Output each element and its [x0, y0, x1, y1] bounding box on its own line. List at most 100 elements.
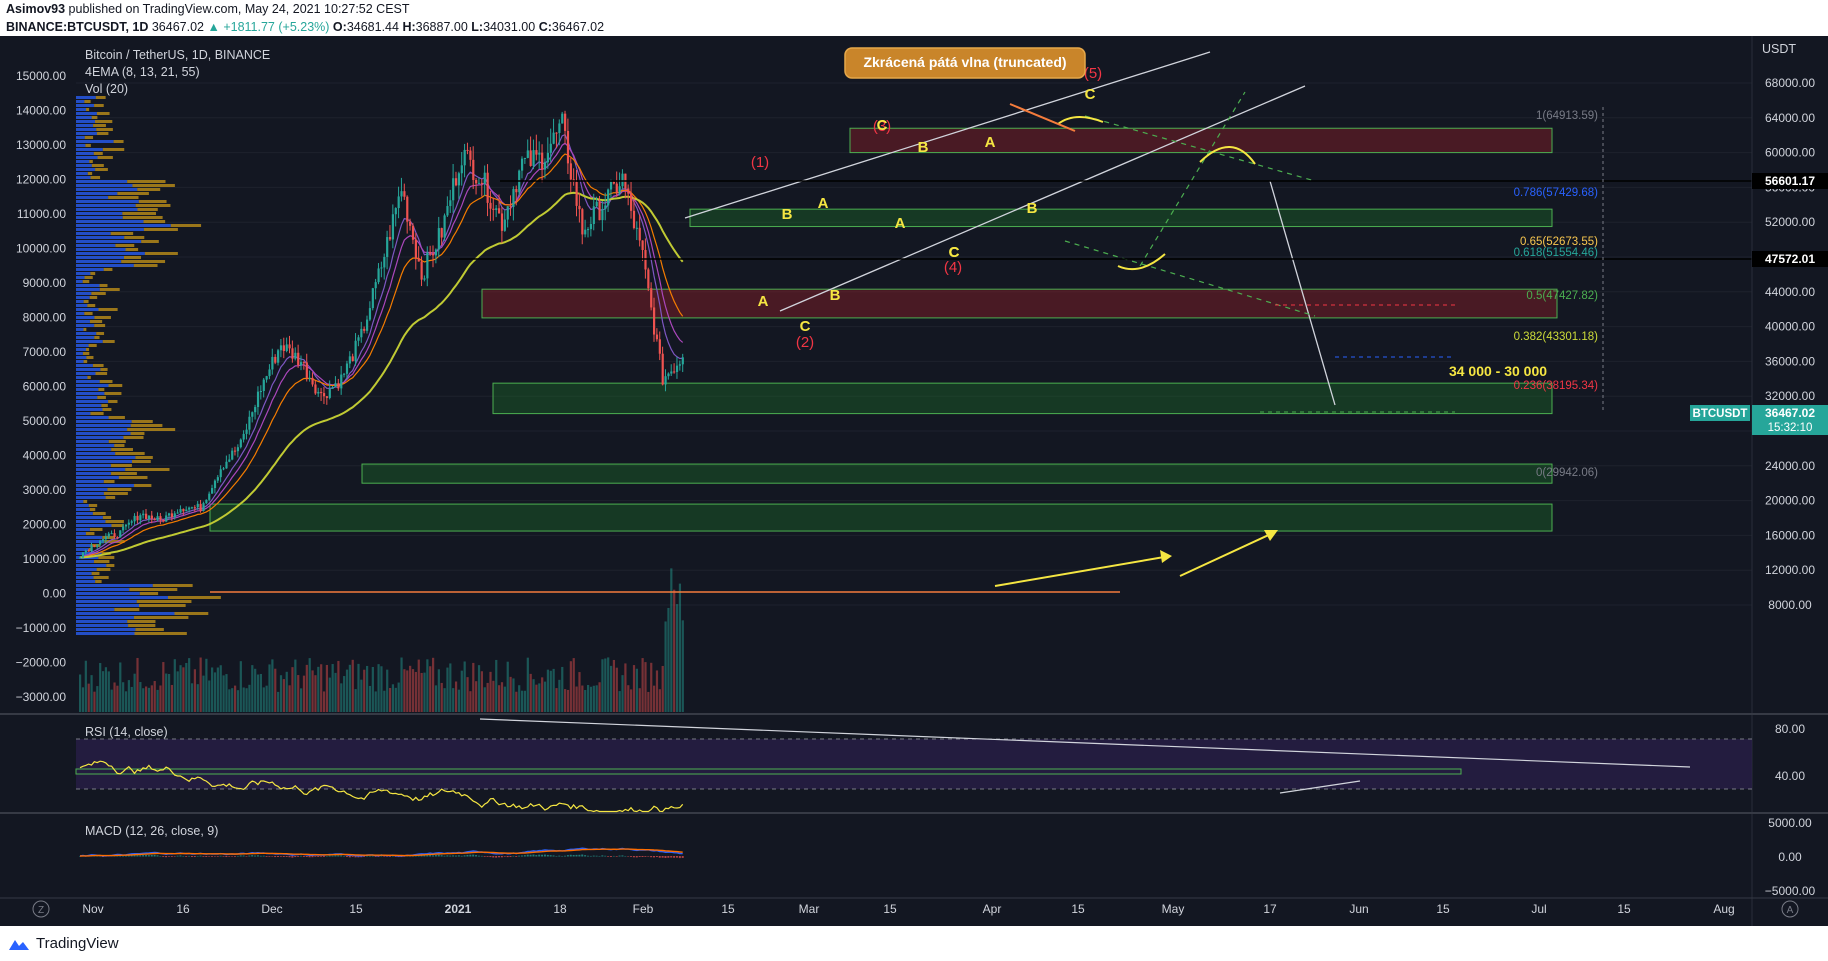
vp-down	[99, 380, 113, 383]
currency-label: USDT	[1762, 42, 1796, 56]
vp-down	[125, 468, 170, 471]
candle-body	[205, 499, 208, 504]
callout-leader	[1009, 103, 1076, 132]
macd-hist-bar	[196, 855, 199, 857]
candle-body	[334, 383, 337, 388]
timezone-button[interactable]: Z	[32, 900, 50, 918]
candle-body	[638, 227, 641, 241]
vp-down	[143, 220, 166, 223]
macd-hist-bar	[618, 855, 621, 857]
candle-body	[454, 178, 458, 186]
price-tick: 40000.00	[1765, 320, 1815, 334]
trading-chart[interactable]: (1) (2) (3) (4) (5) A B C A B C A B C B …	[0, 36, 1828, 926]
volume-bar	[400, 657, 403, 712]
candle-body	[84, 550, 87, 553]
volume-bar	[305, 664, 308, 712]
volume-bar	[541, 677, 544, 712]
publish-info: Asimov93 published on TradingView.com, M…	[0, 0, 1828, 18]
vp-down	[89, 320, 103, 323]
vp-up	[76, 240, 142, 243]
candle-body	[475, 179, 478, 184]
volume-bar	[432, 657, 435, 712]
volume-bar	[452, 688, 455, 712]
volume-bar	[655, 670, 659, 712]
vp-down	[96, 568, 111, 571]
macd-hist-bar	[512, 855, 515, 857]
svg-text:A: A	[1787, 905, 1794, 916]
vp-up	[76, 612, 175, 615]
volume-bar	[242, 687, 245, 712]
vp-down	[87, 304, 96, 307]
candle-body	[409, 221, 412, 226]
macd-hist-bar	[589, 855, 592, 857]
vp-down	[110, 464, 132, 467]
upper-channel-line[interactable]	[684, 51, 1211, 219]
vp-down	[127, 620, 156, 623]
candle-body	[328, 388, 331, 398]
macd-hist-bar	[216, 856, 219, 857]
left-tick: 2000.00	[23, 518, 67, 532]
macd-hist-bar	[222, 856, 225, 857]
macd-hist-bar	[661, 856, 664, 858]
macd-hist-bar	[472, 854, 475, 857]
marker-56601: 56601.17	[1752, 173, 1828, 189]
volume-bar	[520, 690, 524, 712]
volume-bar	[630, 689, 633, 712]
macd-hist-bar	[463, 855, 466, 857]
macd-hist-bar	[615, 856, 618, 857]
vp-up	[76, 332, 97, 335]
macd-hist-bar	[653, 856, 655, 858]
callout-box[interactable]: Zkrácená pátá vlna (truncated)	[844, 47, 1086, 79]
tradingview-logo-icon[interactable]	[8, 937, 30, 951]
macd-hist-bar	[578, 854, 581, 857]
legend-vol: Vol (20)	[85, 82, 128, 96]
volume-bar	[285, 671, 288, 712]
candle-body	[541, 152, 544, 170]
macd-hist-bar	[549, 855, 552, 857]
lower-channel-line[interactable]	[779, 85, 1306, 312]
volume-bar	[139, 682, 142, 712]
legend-title: Bitcoin / TetherUS, 1D, BINANCE	[85, 48, 270, 62]
candle-body	[549, 143, 552, 153]
candle-body	[417, 258, 420, 262]
vp-up	[76, 292, 92, 295]
volume-bar	[265, 685, 268, 712]
time-axis[interactable]: Nov 16 Dec 15 2021 18 Feb 15 Mar 15 Apr 15 May 17 Jun 1…	[82, 902, 1734, 916]
candle-body	[380, 267, 383, 269]
vp-down	[89, 296, 98, 299]
volume-bar	[213, 672, 217, 712]
vp-up	[76, 264, 134, 267]
volume-bar	[113, 682, 116, 712]
vp-up	[76, 444, 115, 447]
auto-scale-button[interactable]: A	[1781, 900, 1799, 918]
candle-body	[351, 356, 354, 362]
macd-hist-bar	[509, 856, 512, 857]
volume-bar	[314, 675, 317, 712]
candle-body	[145, 513, 148, 520]
vp-down	[108, 384, 123, 387]
vp-down	[114, 444, 125, 447]
macd-hist-bar	[607, 856, 610, 857]
candle-body	[526, 150, 529, 158]
candle-body	[601, 209, 604, 221]
candle-body	[202, 503, 205, 511]
candle-body	[592, 206, 595, 225]
candle-body	[188, 507, 191, 510]
volume-bar	[561, 666, 564, 712]
author[interactable]: Asimov93	[6, 2, 66, 16]
vp-down	[174, 612, 209, 615]
macd-hist-bar	[386, 856, 389, 857]
down-trendline[interactable]	[1269, 180, 1336, 406]
candle-body	[216, 477, 219, 481]
brand-text[interactable]: TradingView	[36, 935, 119, 952]
candle-body	[127, 522, 130, 525]
candle-body	[153, 518, 156, 521]
volume-bar	[406, 670, 409, 712]
volume-bar	[440, 682, 443, 712]
ema-lines	[79, 133, 684, 559]
candle-body	[371, 288, 374, 309]
vp-down	[118, 476, 148, 479]
vp-down	[86, 108, 90, 111]
macd-hist-bar	[469, 854, 472, 857]
candle-body	[386, 237, 389, 257]
